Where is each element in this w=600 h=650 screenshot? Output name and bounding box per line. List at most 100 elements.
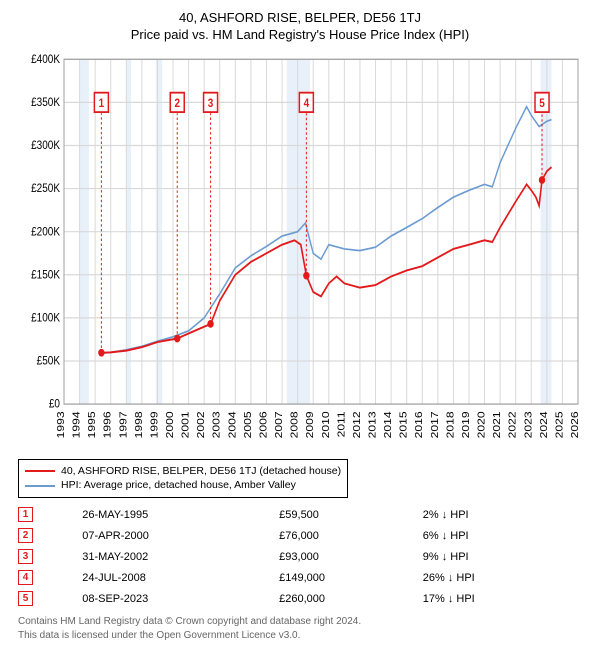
svg-text:1993: 1993 — [56, 411, 67, 438]
footer-line-2: This data is licensed under the Open Gov… — [18, 629, 582, 643]
svg-text:2025: 2025 — [554, 411, 565, 438]
arrow-down-icon: ↓ — [448, 593, 454, 605]
table-row: 5 08-SEP-2023£260,00017% ↓ HPI — [18, 588, 582, 609]
svg-text:£300K: £300K — [31, 139, 60, 152]
chart-area: £0 £50K £100K £150K £200K £250K £300K £350K £400… — [18, 52, 582, 453]
legend-row: HPI: Average price, detached house, Ambe… — [25, 478, 341, 493]
legend-swatch — [25, 470, 55, 472]
chart-svg: £0 £50K £100K £150K £200K £250K £300K £350K £400… — [18, 52, 582, 453]
svg-text:3: 3 — [208, 97, 214, 110]
legend: 40, ASHFORD RISE, BELPER, DE56 1TJ (deta… — [18, 459, 348, 498]
svg-text:2012: 2012 — [352, 411, 363, 438]
marker-badge: 4 — [18, 570, 33, 585]
legend-swatch — [25, 485, 55, 487]
footer-line-1: Contains HM Land Registry data © Crown c… — [18, 615, 582, 629]
cell-delta: 26% ↓ HPI — [423, 567, 582, 588]
svg-text:2014: 2014 — [383, 411, 394, 438]
cell-price: £93,000 — [279, 546, 423, 567]
page-subtitle: Price paid vs. HM Land Registry's House … — [18, 27, 582, 42]
svg-text:£150K: £150K — [31, 269, 60, 282]
arrow-down-icon: ↓ — [442, 551, 448, 563]
svg-text:2015: 2015 — [399, 411, 410, 438]
svg-text:£350K: £350K — [31, 96, 60, 109]
cell-marker: 1 — [18, 504, 82, 525]
svg-text:2004: 2004 — [227, 411, 238, 438]
legend-label: 40, ASHFORD RISE, BELPER, DE56 1TJ (deta… — [61, 464, 341, 479]
marker-badge: 3 — [18, 549, 33, 564]
svg-text:1999: 1999 — [149, 411, 160, 438]
svg-text:2013: 2013 — [367, 411, 378, 438]
svg-text:1997: 1997 — [118, 411, 129, 438]
svg-text:£0: £0 — [49, 398, 60, 411]
page-title: 40, ASHFORD RISE, BELPER, DE56 1TJ — [18, 10, 582, 25]
svg-text:2011: 2011 — [336, 411, 347, 437]
cell-price: £149,000 — [279, 567, 423, 588]
sales-table: 126-MAY-1995£59,5002% ↓ HPI207-APR-2000£… — [18, 504, 582, 609]
cell-date: 08-SEP-2023 — [82, 588, 279, 609]
svg-text:2019: 2019 — [461, 411, 472, 438]
cell-delta: 9% ↓ HPI — [423, 546, 582, 567]
svg-text:2022: 2022 — [508, 411, 519, 438]
cell-date: 24-JUL-2008 — [82, 567, 279, 588]
table-row: 3 31-MAY-2002£93,0009% ↓ HPI — [18, 546, 582, 567]
svg-text:1995: 1995 — [87, 411, 98, 438]
cell-date: 31-MAY-2002 — [82, 546, 279, 567]
svg-text:2007: 2007 — [274, 411, 285, 438]
svg-text:2024: 2024 — [539, 411, 550, 438]
svg-text:2016: 2016 — [414, 411, 425, 438]
legend-row: 40, ASHFORD RISE, BELPER, DE56 1TJ (deta… — [25, 464, 341, 479]
svg-text:4: 4 — [304, 97, 310, 110]
cell-marker: 3 — [18, 546, 82, 567]
svg-text:£200K: £200K — [31, 225, 60, 238]
title-block: 40, ASHFORD RISE, BELPER, DE56 1TJ Price… — [18, 8, 582, 48]
cell-marker: 2 — [18, 525, 82, 546]
cell-date: 07-APR-2000 — [82, 525, 279, 546]
arrow-down-icon: ↓ — [448, 572, 454, 584]
marker-badge: 1 — [18, 507, 33, 522]
svg-text:£100K: £100K — [31, 312, 60, 325]
svg-text:£50K: £50K — [37, 355, 61, 368]
legend-label: HPI: Average price, detached house, Ambe… — [61, 478, 296, 493]
svg-text:2: 2 — [174, 97, 180, 110]
svg-text:2026: 2026 — [570, 411, 581, 438]
svg-text:2018: 2018 — [445, 411, 456, 438]
cell-delta: 2% ↓ HPI — [423, 504, 582, 525]
svg-text:£250K: £250K — [31, 182, 60, 195]
svg-text:1996: 1996 — [103, 411, 114, 438]
marker-badge: 2 — [18, 528, 33, 543]
svg-text:5: 5 — [539, 97, 545, 110]
cell-delta: 17% ↓ HPI — [423, 588, 582, 609]
cell-price: £59,500 — [279, 504, 423, 525]
table-row: 2 07-APR-2000£76,0006% ↓ HPI — [18, 525, 582, 546]
svg-text:2000: 2000 — [165, 411, 176, 438]
cell-marker: 5 — [18, 588, 82, 609]
svg-text:2021: 2021 — [492, 411, 503, 438]
svg-text:2001: 2001 — [181, 411, 192, 438]
svg-text:2003: 2003 — [212, 411, 223, 438]
svg-text:£400K: £400K — [31, 53, 60, 66]
cell-delta: 6% ↓ HPI — [423, 525, 582, 546]
cell-price: £260,000 — [279, 588, 423, 609]
svg-text:2005: 2005 — [243, 411, 254, 438]
table-row: 4 24-JUL-2008£149,00026% ↓ HPI — [18, 567, 582, 588]
svg-text:2002: 2002 — [196, 411, 207, 438]
svg-text:2023: 2023 — [523, 411, 534, 438]
arrow-down-icon: ↓ — [442, 509, 448, 521]
footer: Contains HM Land Registry data © Crown c… — [18, 615, 582, 642]
svg-text:1: 1 — [99, 97, 105, 110]
table-row: 1 26-MAY-1995£59,5002% ↓ HPI — [18, 504, 582, 525]
chart-container: 40, ASHFORD RISE, BELPER, DE56 1TJ Price… — [0, 0, 600, 650]
cell-date: 26-MAY-1995 — [82, 504, 279, 525]
svg-text:1998: 1998 — [134, 411, 145, 438]
svg-text:2006: 2006 — [258, 411, 269, 438]
cell-marker: 4 — [18, 567, 82, 588]
svg-text:2020: 2020 — [476, 411, 487, 438]
svg-text:2008: 2008 — [290, 411, 301, 438]
svg-text:2010: 2010 — [321, 411, 332, 438]
svg-text:2017: 2017 — [430, 411, 441, 438]
arrow-down-icon: ↓ — [442, 530, 448, 542]
marker-badge: 5 — [18, 591, 33, 606]
svg-text:2009: 2009 — [305, 411, 316, 438]
svg-text:1994: 1994 — [71, 411, 82, 438]
cell-price: £76,000 — [279, 525, 423, 546]
